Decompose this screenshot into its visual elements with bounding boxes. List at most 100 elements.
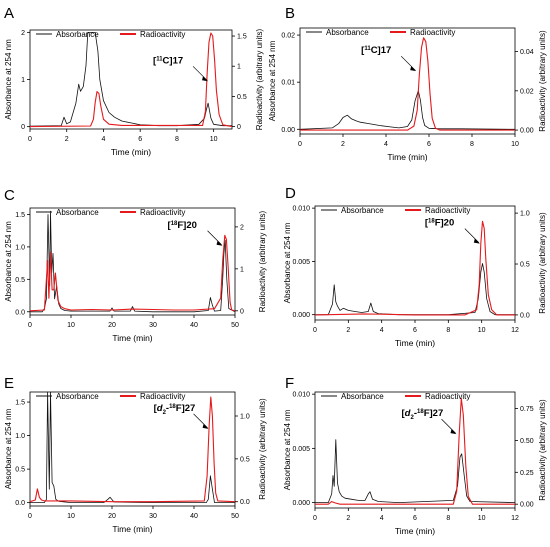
peak-label: [18F]20: [168, 220, 197, 231]
radioactivity-trace: [300, 37, 515, 131]
y2-tick-label: 0.0: [520, 312, 530, 319]
x-tick-label: 20: [108, 513, 116, 520]
legend-radioactivity-label: Radioactivity: [140, 30, 185, 39]
x-tick-label: 20: [108, 322, 116, 329]
x-axis-title: Time (min): [387, 152, 427, 162]
y2-tick-label: 0.02: [520, 88, 534, 95]
x-tick-label: 2: [65, 136, 69, 143]
y-tick-label: 0.000: [292, 500, 310, 507]
peak-label-part: d: [157, 403, 163, 414]
y-tick-label: 0.01: [281, 80, 295, 87]
y-tick-label: 1.0: [15, 244, 25, 251]
x-tick-label: 10: [478, 327, 486, 334]
radioactivity-trace: [315, 397, 515, 505]
x-tick-label: 6: [427, 141, 431, 148]
x-tick-label: 4: [380, 515, 384, 522]
y2-axis-title: Radioactivity (arbitrary units): [538, 399, 547, 501]
panel-letter: B: [285, 5, 295, 22]
x-tick-label: 6: [138, 136, 142, 143]
plot-frame: [314, 205, 516, 321]
x-tick-label: 8: [446, 327, 450, 334]
legend-radioactivity-label: Radioactivity: [425, 206, 470, 215]
absorbance-trace: [315, 439, 516, 504]
x-tick-label: 0: [28, 513, 32, 520]
y2-axis-title: Radioactivity (arbitrary units): [538, 30, 547, 132]
y-tick-label: 1.5: [15, 400, 25, 407]
x-tick-label: 12: [511, 327, 519, 334]
peak-label: [11C]17: [361, 45, 391, 56]
y-axis-title: Absorbance at 254 nm: [4, 39, 13, 120]
x-tick-label: 40: [190, 322, 198, 329]
plot-frame: [29, 29, 233, 130]
y-tick-label: 0.0: [15, 309, 25, 316]
peak-label-part: [: [154, 403, 158, 414]
y2-tick-label: 0.5: [237, 94, 247, 101]
absorbance-trace: [30, 391, 235, 504]
x-tick-label: 2: [346, 327, 350, 334]
peak-arrowhead: [202, 423, 209, 429]
x-tick-label: 6: [413, 515, 417, 522]
y2-tick-label: 0: [240, 308, 244, 315]
peak-label-part: F]27: [176, 403, 196, 414]
radioactivity-trace: [29, 234, 236, 312]
y-tick-label: 0.02: [281, 33, 295, 40]
y-tick-label: 1: [21, 77, 25, 84]
x-tick-label: 4: [102, 136, 106, 143]
peak-arrowhead: [473, 238, 480, 244]
y-axis-title: Absorbance at 254 nm: [283, 222, 292, 303]
radioactivity-trace: [29, 32, 233, 128]
x-tick-label: 0: [28, 322, 32, 329]
y2-tick-label: 0.75: [520, 406, 534, 413]
y-axis-title: Absorbance at 254 nm: [4, 408, 13, 489]
panel-c: C 0 10 20 30 40 50 0.0 0.5 1.0 1.5 0 1 2 Time (min) Abs…: [4, 187, 267, 343]
radioactivity-trace: [29, 396, 236, 503]
legend-radioactivity-label: Radioactivity: [410, 28, 455, 37]
peak-label-part: F]20: [177, 220, 197, 231]
x-tick-label: 10: [210, 136, 218, 143]
peak-label-part: [: [168, 220, 172, 231]
peak-arrowhead: [216, 240, 223, 246]
x-tick-label: 10: [67, 513, 75, 520]
x-axis-title: Time (min): [112, 524, 152, 534]
y2-tick-label: 1.0: [520, 211, 530, 218]
legend-radioactivity-label: Radioactivity: [140, 208, 185, 217]
peak-arrowhead: [410, 66, 417, 72]
y-tick-label: 0.005: [292, 259, 310, 266]
x-tick-label: 8: [175, 136, 179, 143]
y-axis-title: Absorbance at 254 nm: [4, 221, 13, 302]
x-tick-label: 30: [149, 513, 157, 520]
absorbance-trace: [315, 263, 515, 316]
x-tick-label: 0: [298, 141, 302, 148]
peak-label-part: 11: [364, 46, 371, 52]
x-tick-label: 10: [478, 515, 486, 522]
x-tick-label: 0: [28, 136, 32, 143]
panel-letter: C: [4, 187, 15, 204]
y2-tick-label: 0: [237, 124, 241, 131]
peak-label: [d2-18F]27: [402, 408, 444, 421]
x-tick-label: 50: [231, 513, 239, 520]
x-tick-label: 6: [413, 327, 417, 334]
legend-absorbance-label: Absorbance: [326, 28, 369, 37]
y2-axis-title: Radioactivity (arbitrary units): [258, 398, 267, 500]
x-tick-label: 50: [231, 322, 239, 329]
y-axis-title: Absorbance at 254 nm: [268, 40, 277, 121]
radioactivity-trace: [314, 220, 515, 316]
peak-label-part: C]17: [371, 45, 392, 56]
peak-arrowhead: [202, 76, 209, 82]
peak-label-part: [: [402, 408, 406, 419]
x-tick-label: 12: [511, 515, 519, 522]
x-axis-title: Time (min): [395, 526, 435, 536]
peak-label-part: 11: [156, 56, 163, 62]
y-tick-label: 0.010: [292, 206, 310, 213]
x-tick-label: 4: [384, 141, 388, 148]
x-tick-label: 0: [313, 515, 317, 522]
x-axis-title: Time (min): [395, 338, 435, 348]
x-tick-label: 30: [149, 322, 157, 329]
peak-label-part: [: [153, 55, 157, 66]
legend-absorbance-label: Absorbance: [341, 206, 384, 215]
peak-arrow: [192, 66, 208, 81]
y2-axis-title: Radioactivity (arbitrary units): [538, 212, 547, 314]
peak-label-part: 2: [410, 415, 414, 421]
plot-frame: [29, 391, 236, 507]
